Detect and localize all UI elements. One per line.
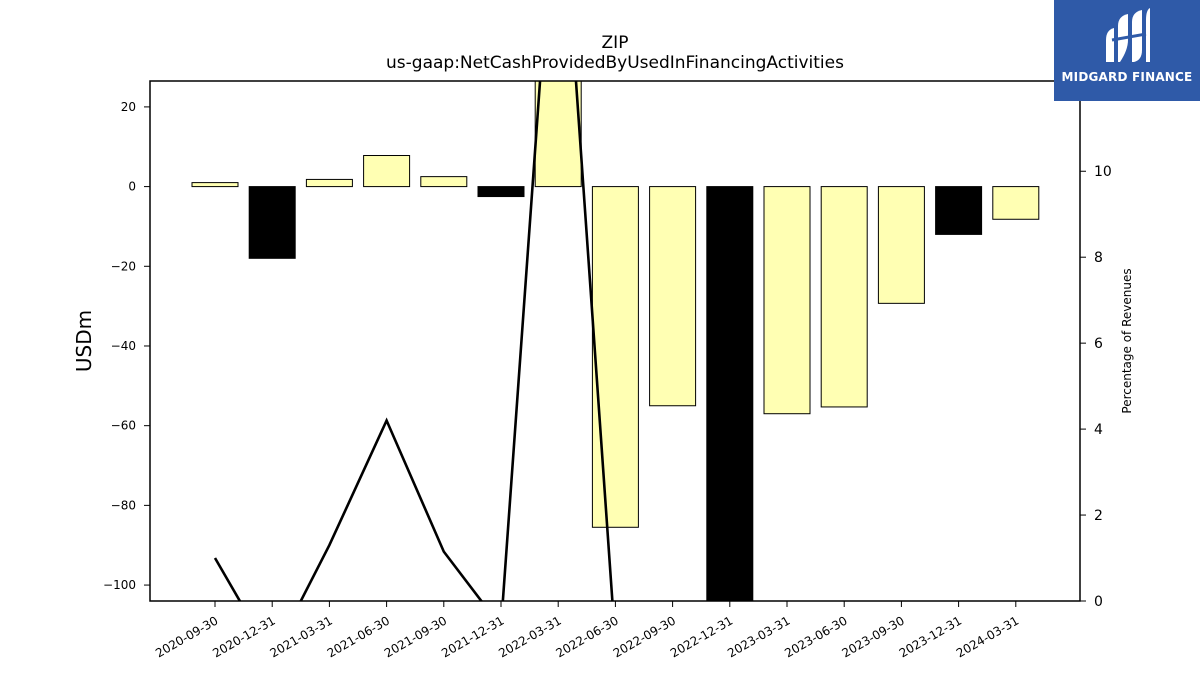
line-group	[213, 81, 614, 601]
y-axis: 20 0 −20 −40 −60 −80 −100	[103, 100, 150, 592]
x-tick-label: 2020-12-31	[210, 613, 277, 660]
y2-tick-label: 10	[1094, 164, 1112, 180]
chart-subtitle: us-gaap:NetCashProvidedByUsedInFinancing…	[386, 53, 844, 73]
y2-tick-label: 0	[1094, 594, 1103, 610]
bar-2021-09-30	[420, 176, 468, 188]
x-tick-label: 2021-12-31	[439, 613, 506, 660]
x-tick-label: 2023-09-30	[839, 613, 906, 660]
y2-axis: 0 2 4 6 8 10	[1080, 164, 1112, 610]
x-tick-label: 2022-12-31	[668, 613, 735, 660]
bar-2021-06-30	[363, 155, 411, 188]
y-tick-label: −60	[111, 419, 136, 433]
y-tick-label: −80	[111, 498, 136, 512]
x-tick-label: 2021-03-31	[267, 613, 334, 660]
chart-title: ZIP	[602, 33, 629, 53]
line-series	[213, 81, 614, 601]
y-tick-label: −100	[103, 578, 136, 592]
bar-2022-03-31	[534, 81, 582, 188]
midgard-finance-logo: MIDGARD FINANCE	[1054, 0, 1200, 101]
bar-2020-12-31	[248, 186, 296, 259]
logo-text: MIDGARD FINANCE	[1061, 70, 1193, 84]
logo-mark-icon	[1106, 8, 1150, 62]
x-tick-label: 2021-09-30	[382, 613, 449, 660]
y2-tick-label: 2	[1094, 508, 1103, 524]
y-tick-label: −20	[111, 259, 136, 273]
x-axis: 2020-09-302020-12-312021-03-312021-06-30…	[153, 601, 1021, 660]
bar-2024-03-31	[992, 186, 1040, 220]
x-tick-label: 2021-06-30	[325, 613, 392, 660]
y2-axis-label: Percentage of Revenues	[1120, 268, 1134, 413]
bar-2023-12-31	[935, 186, 983, 235]
y-tick-label: −40	[111, 339, 136, 353]
y-axis-label: USDm	[72, 310, 96, 372]
bar-2021-12-31	[477, 186, 525, 198]
y2-tick-label: 8	[1094, 250, 1103, 266]
x-tick-label: 2022-03-31	[496, 613, 563, 660]
y2-tick-label: 4	[1094, 422, 1103, 438]
bar-2022-06-30	[591, 186, 639, 528]
x-tick-label: 2024-03-31	[954, 613, 1021, 660]
bar-2023-09-30	[877, 186, 925, 304]
x-tick-label: 2023-12-31	[897, 613, 964, 660]
x-tick-label: 2020-09-30	[153, 613, 220, 660]
bar-2023-03-31	[763, 186, 811, 415]
bars-group	[191, 81, 1040, 601]
y-tick-label: 20	[121, 100, 136, 114]
bar-2021-03-31	[305, 178, 353, 188]
y2-tick-label: 6	[1094, 336, 1103, 352]
x-tick-label: 2023-03-31	[725, 613, 792, 660]
x-tick-label: 2022-09-30	[611, 613, 678, 660]
bar-2023-06-30	[820, 186, 868, 408]
x-tick-label: 2022-06-30	[553, 613, 620, 660]
bar-2022-12-31	[706, 186, 754, 601]
bar-2020-09-30	[191, 182, 239, 188]
x-tick-label: 2023-06-30	[782, 613, 849, 660]
bar-2022-09-30	[649, 186, 697, 407]
y-tick-label: 0	[128, 180, 136, 194]
